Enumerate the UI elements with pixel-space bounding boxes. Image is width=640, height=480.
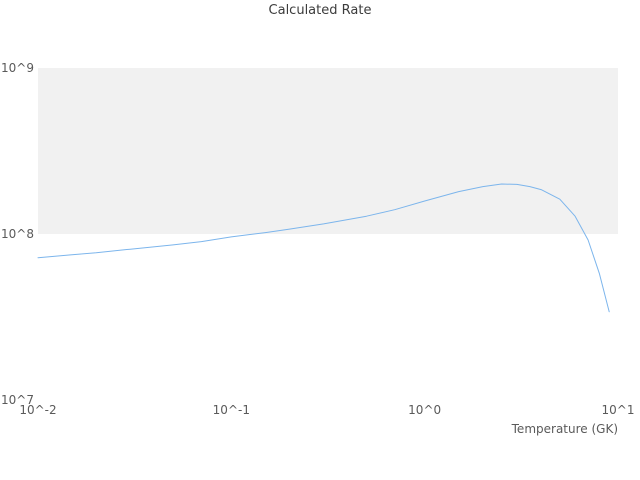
y-tick-label: 10^7 — [1, 393, 34, 407]
x-tick-label: 10^-2 — [19, 403, 56, 417]
x-axis-title: Temperature (GK) — [511, 422, 618, 436]
y-tick-label: 10^8 — [1, 227, 34, 241]
x-tick-label: 10^-1 — [213, 403, 250, 417]
x-tick-label: 10^1 — [602, 403, 635, 417]
chart-title: Calculated Rate — [268, 3, 372, 18]
decade-band — [38, 68, 618, 234]
rate-line — [37, 183, 610, 313]
y-tick-label: 10^9 — [1, 61, 34, 75]
x-tick-label: 10^0 — [408, 403, 441, 417]
